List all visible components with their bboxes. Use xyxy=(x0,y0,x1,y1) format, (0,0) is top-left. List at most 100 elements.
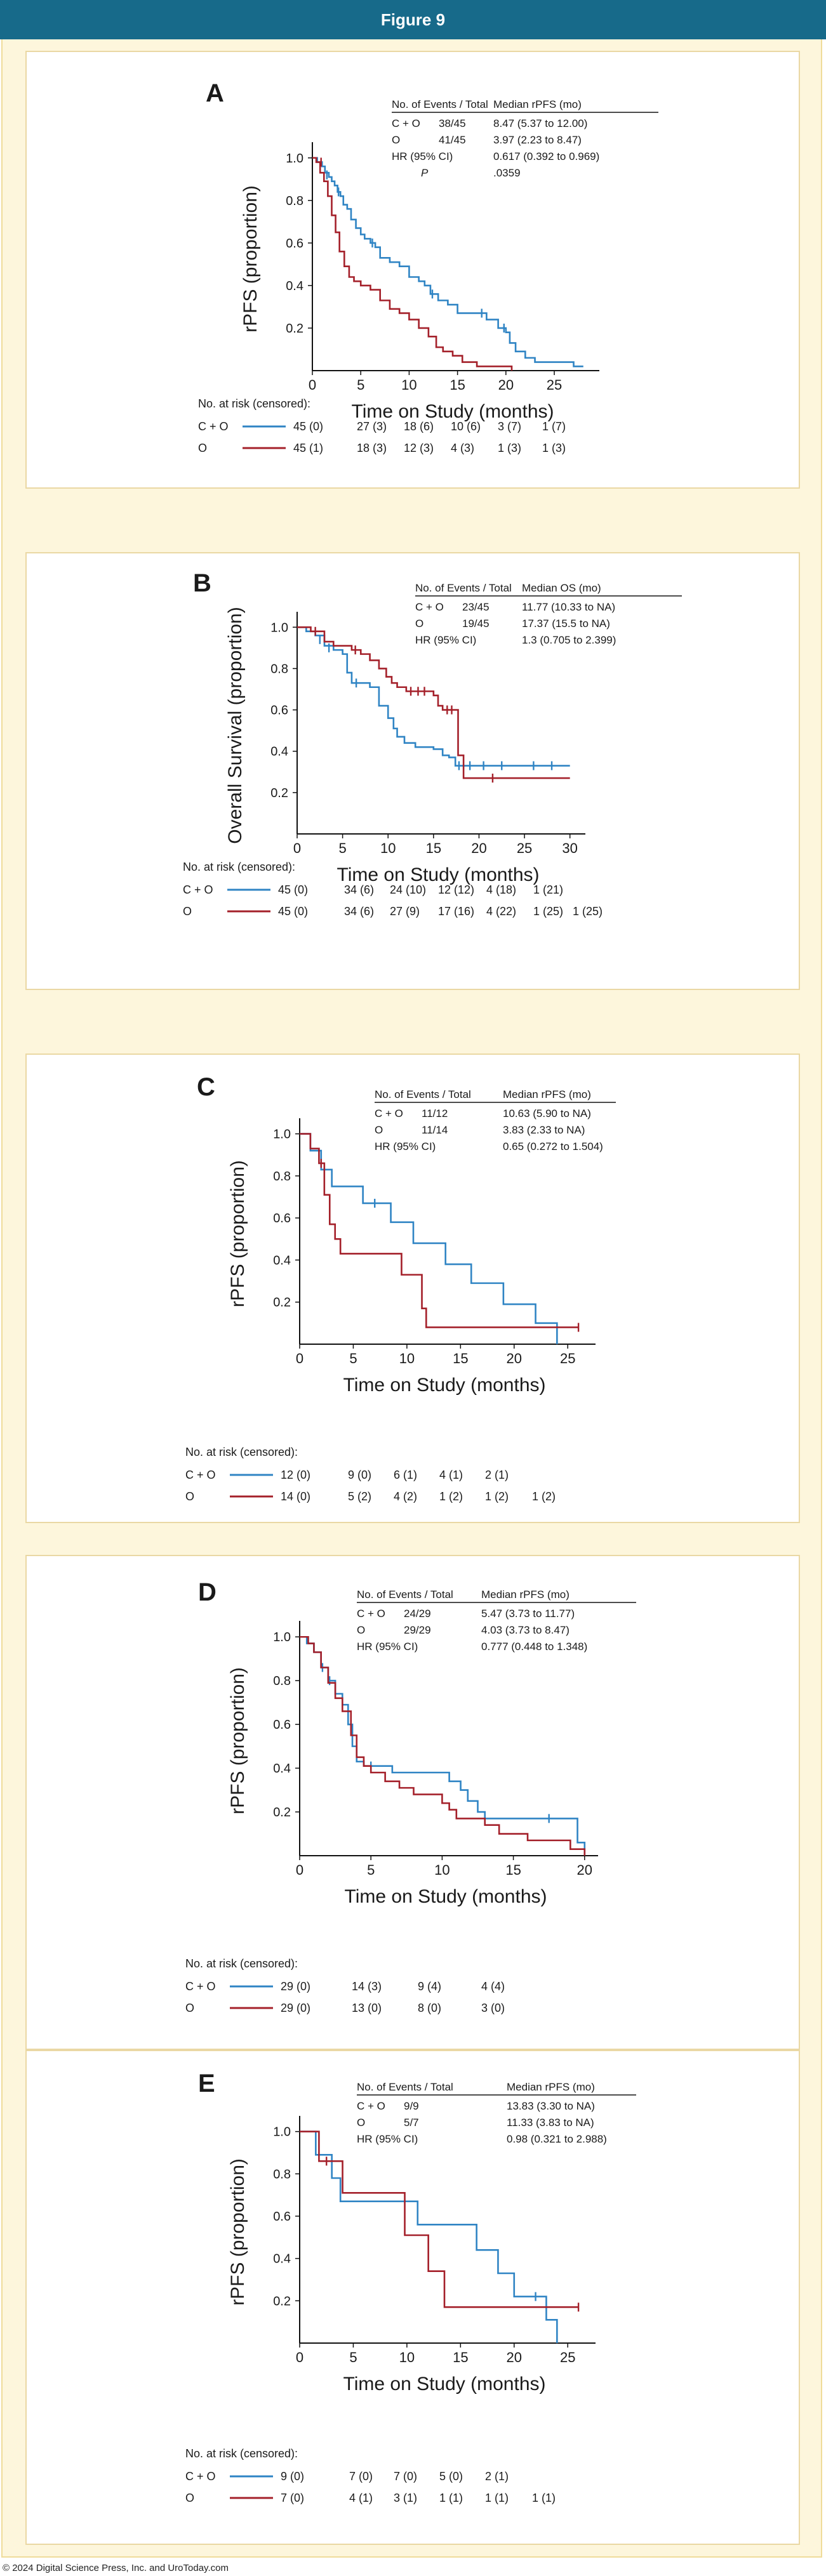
table-row-label: P xyxy=(421,167,429,179)
risk-row-label-o: O xyxy=(185,2002,194,2014)
x-tick-label: 10 xyxy=(399,2349,415,2365)
km-curve-o xyxy=(300,2130,579,2308)
table-row-median: 1.3 (0.705 to 2.399) xyxy=(522,634,616,646)
y-axis-label: rPFS (proportion) xyxy=(227,1160,248,1307)
risk-value-c-plus-o: 4 (1) xyxy=(439,1469,463,1481)
x-axis-label: Time on Study (months) xyxy=(345,1886,547,1907)
risk-value-c-plus-o: 6 (1) xyxy=(394,1469,417,1481)
y-tick-label: 0.8 xyxy=(273,1674,291,1688)
x-tick-label: 25 xyxy=(547,377,562,393)
km-chart-a: A 0 5 10 15 20 25 0.2 0.4 0.6 0.8 1.0 Time on Study … xyxy=(198,79,658,454)
copyright-footer: © 2024 Digital Science Press, Inc. and U… xyxy=(3,2563,229,2573)
y-tick-label: 0.4 xyxy=(273,2252,291,2266)
x-tick-label: 10 xyxy=(380,840,396,856)
risk-value-o: 1 (1) xyxy=(439,2492,463,2504)
y-tick-label: 0.2 xyxy=(270,786,288,800)
y-tick-label: 0.6 xyxy=(273,1718,291,1732)
risk-row-label-c-plus-o: C + O xyxy=(185,1980,216,1993)
y-tick-label: 0.8 xyxy=(286,194,303,208)
table-row-events: 38/45 xyxy=(439,117,466,129)
table-row-label: O xyxy=(415,618,423,630)
risk-table-title: No. at risk (censored): xyxy=(185,1446,298,1458)
x-tick-label: 20 xyxy=(507,2349,522,2365)
table-header-median: Median rPFS (mo) xyxy=(493,98,582,110)
x-tick-label: 25 xyxy=(560,2349,575,2365)
y-tick-label: 0.4 xyxy=(270,745,288,759)
risk-table-title: No. at risk (censored): xyxy=(185,2447,298,2460)
km-chart-b: B 0 5 10 15 20 25 30 0.2 0.4 0.6 0.8 1.0 Time on Stud… xyxy=(183,569,682,918)
table-header-events: No. of Events / Total xyxy=(357,1589,453,1601)
risk-value-o: 1 (25) xyxy=(573,905,603,918)
y-tick-label: 0.4 xyxy=(286,279,303,293)
risk-value-o: 1 (2) xyxy=(532,1490,556,1503)
y-tick-label: 0.6 xyxy=(286,237,303,251)
figure-title-banner: Figure 9 xyxy=(0,0,826,39)
x-tick-label: 20 xyxy=(507,1351,522,1366)
x-axis-label: Time on Study (months) xyxy=(343,1375,546,1396)
panel-a: A 0 5 10 15 20 25 0.2 0.4 0.6 0.8 1.0 Time on Study … xyxy=(25,51,800,489)
panel-letter: C xyxy=(197,1073,215,1101)
table-row-median: 0.65 (0.272 to 1.504) xyxy=(503,1140,603,1153)
risk-value-o: 1 (3) xyxy=(542,442,566,454)
table-row-label: C + O xyxy=(392,117,420,129)
risk-value-c-plus-o: 1 (7) xyxy=(542,420,566,433)
table-row-events: 19/45 xyxy=(462,618,490,630)
km-curve-o xyxy=(297,626,570,779)
table-row-label: C + O xyxy=(375,1107,403,1120)
risk-value-c-plus-o: 45 (0) xyxy=(278,883,308,896)
table-header-median: Median rPFS (mo) xyxy=(503,1088,591,1100)
table-row-label: O xyxy=(357,1624,365,1636)
x-tick-label: 15 xyxy=(453,2349,468,2365)
risk-row-label-c-plus-o: C + O xyxy=(183,883,213,896)
table-header-events: No. of Events / Total xyxy=(415,582,512,594)
x-tick-label: 5 xyxy=(349,2349,357,2365)
y-tick-label: 1.0 xyxy=(273,1128,291,1142)
risk-value-c-plus-o: 4 (4) xyxy=(481,1980,505,1993)
table-header-median: Median rPFS (mo) xyxy=(481,1589,570,1601)
table-row-median: 11.77 (10.33 to NA) xyxy=(522,601,615,613)
table-row-label: HR (95% CI) xyxy=(415,634,476,646)
x-tick-label: 5 xyxy=(357,377,364,393)
risk-value-o: 17 (16) xyxy=(438,905,474,918)
table-row-events: 5/7 xyxy=(404,2117,419,2129)
y-tick-label: 0.4 xyxy=(273,1762,291,1776)
risk-value-c-plus-o: 12 (12) xyxy=(438,883,474,896)
table-row-events: 24/29 xyxy=(404,1608,431,1620)
y-tick-label: 0.2 xyxy=(286,322,303,336)
y-tick-label: 1.0 xyxy=(270,621,288,635)
table-row-label: HR (95% CI) xyxy=(357,1641,418,1653)
km-curve-c-plus-o xyxy=(300,2130,558,2343)
risk-value-c-plus-o: 27 (3) xyxy=(357,420,387,433)
table-row-events: 23/45 xyxy=(462,601,490,613)
table-row-events: 29/29 xyxy=(404,1624,431,1636)
x-tick-label: 30 xyxy=(562,840,577,856)
km-curve-o xyxy=(300,1635,586,1856)
table-row-median: 8.47 (5.37 to 12.00) xyxy=(493,117,587,129)
figure-title: Figure 9 xyxy=(380,10,446,29)
table-header-events: No. of Events / Total xyxy=(375,1088,471,1100)
risk-value-c-plus-o: 2 (1) xyxy=(485,1469,509,1481)
y-axis-label: rPFS (proportion) xyxy=(227,2158,248,2306)
y-tick-label: 0.6 xyxy=(273,1212,291,1225)
risk-value-c-plus-o: 9 (0) xyxy=(348,1469,371,1481)
y-tick-label: 0.2 xyxy=(273,1806,291,1820)
risk-value-c-plus-o: 34 (6) xyxy=(344,883,374,896)
risk-value-o: 14 (0) xyxy=(281,1490,310,1503)
y-tick-label: 0.6 xyxy=(273,2210,291,2224)
table-row-label: C + O xyxy=(357,1608,385,1620)
table-row-label: C + O xyxy=(415,601,444,613)
table-row-median: 0.617 (0.392 to 0.969) xyxy=(493,150,599,162)
x-tick-label: 25 xyxy=(517,840,532,856)
table-row-median: 10.63 (5.90 to NA) xyxy=(503,1107,591,1120)
risk-value-o: 4 (1) xyxy=(349,2492,373,2504)
km-chart-d: D 0 5 10 15 20 0.2 0.4 0.6 0.8 1.0 Time on Study (m… xyxy=(185,1578,636,2014)
table-row-median: 4.03 (3.73 to 8.47) xyxy=(481,1624,570,1636)
km-chart-c: C 0 5 10 15 20 25 0.2 0.4 0.6 0.8 1.0 Time on Study … xyxy=(185,1073,616,1503)
x-tick-label: 5 xyxy=(338,840,346,856)
table-header-events: No. of Events / Total xyxy=(392,98,488,110)
km-curve-c-plus-o xyxy=(300,1133,558,1344)
y-axis-label: rPFS (proportion) xyxy=(240,185,261,333)
y-axis-label: rPFS (proportion) xyxy=(227,1667,248,1814)
table-row-label: HR (95% CI) xyxy=(392,150,453,162)
panel-letter: A xyxy=(206,79,224,107)
